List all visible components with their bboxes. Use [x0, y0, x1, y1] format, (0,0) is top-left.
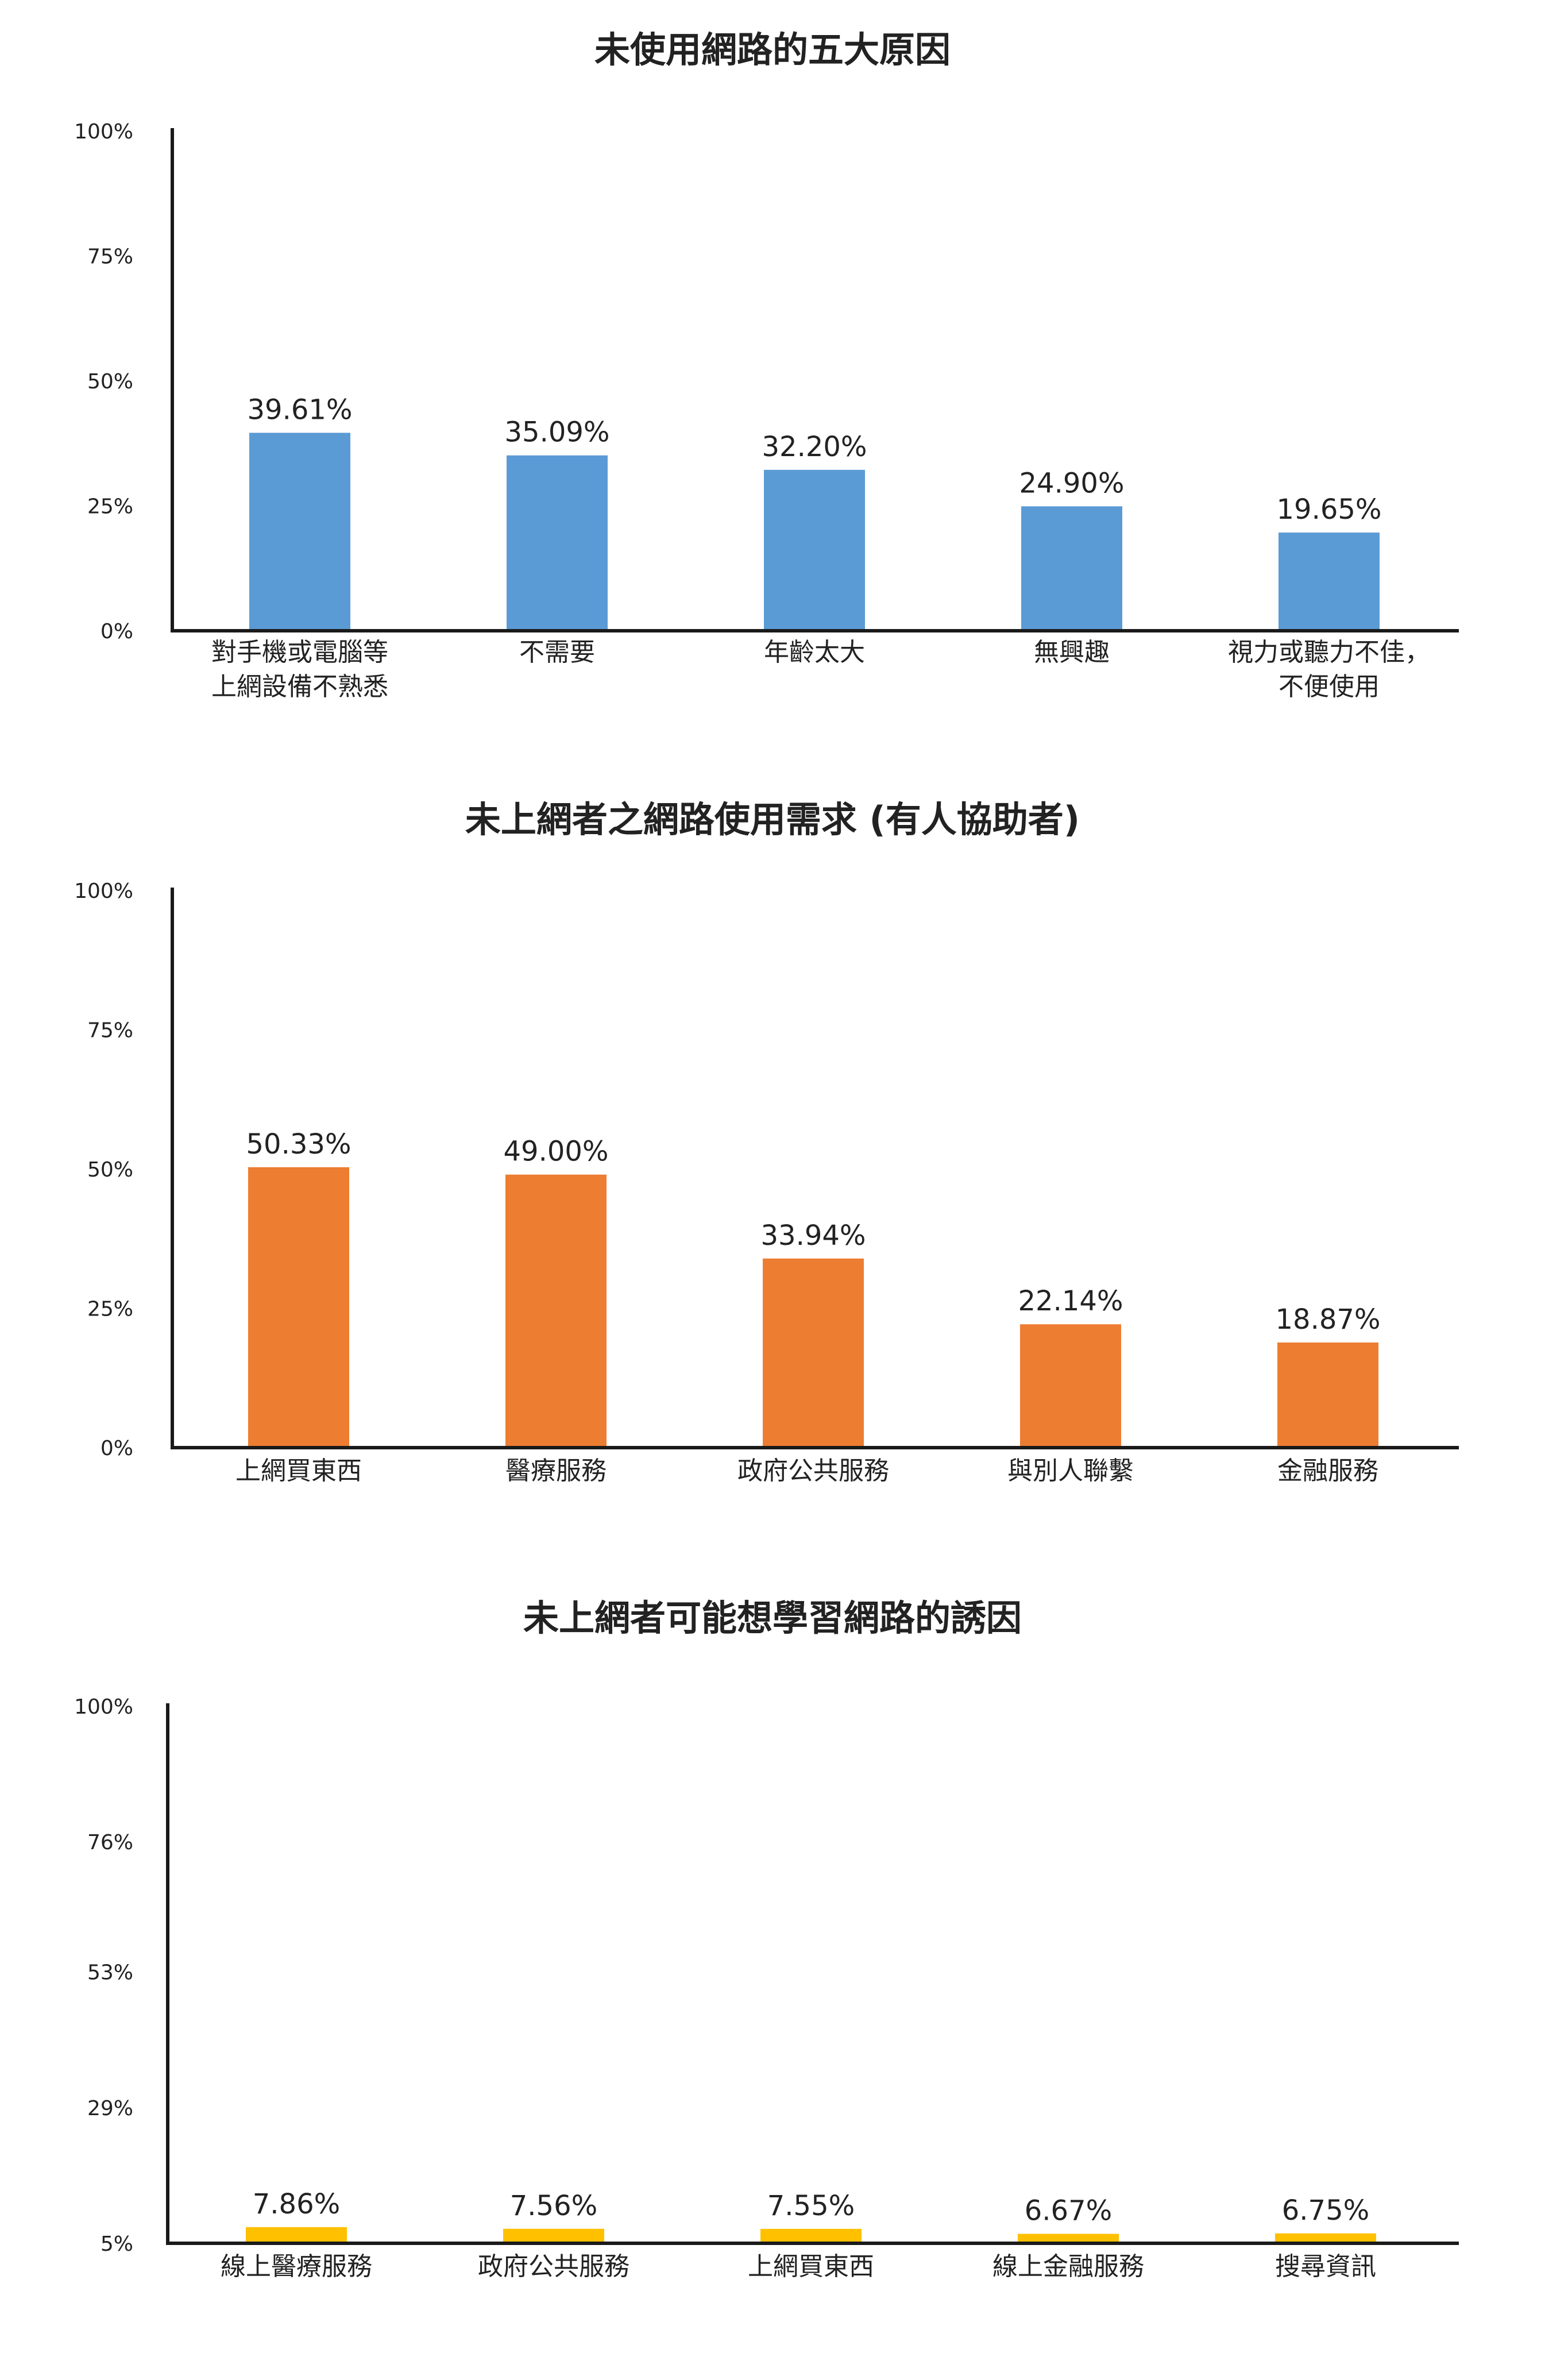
bar — [246, 2227, 347, 2243]
data-label: 7.55% — [767, 2190, 855, 2222]
y-tick-label: 0% — [101, 1437, 133, 1460]
bar — [503, 2228, 604, 2243]
bar — [505, 1174, 607, 1448]
chart-title: 未上網者可能想學習網路的誘因 — [523, 1597, 1022, 1639]
data-label: 33.94% — [760, 1220, 866, 1252]
y-tick-label: 75% — [87, 1019, 133, 1043]
x-tick-label: 無興趣 — [1034, 638, 1110, 667]
bar — [1021, 506, 1122, 631]
y-tick-label: 100% — [74, 880, 133, 903]
bar — [764, 469, 865, 631]
x-tick-label: 線上醫療服務 — [221, 2252, 372, 2281]
bar — [1275, 2233, 1376, 2243]
bar — [1277, 1342, 1378, 1448]
x-tick-label: 與別人聯繫 — [1007, 1456, 1134, 1486]
chart-title: 未使用網路的五大原因 — [594, 29, 951, 71]
x-tick-label: 上網設備不熟悉 — [211, 672, 388, 701]
x-tick-label: 線上金融服務 — [992, 2252, 1144, 2281]
y-tick-label: 50% — [87, 1158, 133, 1182]
y-tick-label: 100% — [74, 1695, 133, 1719]
x-tick-label: 不需要 — [519, 638, 595, 667]
y-tick-label: 0% — [101, 620, 133, 643]
data-label: 32.20% — [762, 431, 867, 463]
x-tick-label: 年齡太大 — [764, 638, 865, 667]
x-tick-label: 上網買東西 — [748, 2252, 874, 2281]
bar — [1020, 1324, 1121, 1448]
x-tick-label: 視力或聽力不佳， — [1228, 638, 1430, 667]
y-tick-label: 100% — [74, 120, 133, 144]
bar — [760, 2228, 862, 2243]
data-label: 6.67% — [1025, 2195, 1112, 2227]
x-tick-label: 醫療服務 — [505, 1456, 607, 1486]
chart-learning-incentives: 未上網者可能想學習網路的誘因 5% 29% 53% 76% 100% 7.86% 線上醫療服務… — [74, 1597, 1459, 2281]
y-tick-label: 76% — [87, 1831, 133, 1854]
data-label: 35.09% — [504, 416, 609, 449]
data-label: 49.00% — [503, 1136, 608, 1168]
y-tick-label: 29% — [87, 2097, 133, 2120]
x-tick-label: 金融服務 — [1277, 1456, 1378, 1486]
bar — [763, 1258, 864, 1448]
y-tick-label: 25% — [87, 495, 133, 519]
x-tick-label: 政府公共服務 — [737, 1456, 889, 1486]
bar — [507, 455, 608, 631]
x-tick-label: 政府公共服務 — [478, 2252, 629, 2281]
data-label: 7.86% — [253, 2188, 340, 2220]
bar — [249, 433, 350, 631]
y-tick-label: 75% — [87, 245, 133, 269]
data-label: 19.65% — [1276, 493, 1381, 526]
data-label: 50.33% — [246, 1128, 351, 1160]
data-label: 22.14% — [1018, 1285, 1123, 1317]
data-label: 6.75% — [1282, 2194, 1369, 2227]
x-tick-label: 對手機或電腦等 — [211, 638, 388, 667]
y-tick-label: 50% — [87, 370, 133, 394]
x-tick-label: 上網買東西 — [235, 1456, 362, 1486]
bar — [1018, 2234, 1119, 2243]
bar — [248, 1167, 349, 1448]
y-tick-label: 5% — [101, 2232, 133, 2256]
x-tick-label: 不便使用 — [1279, 672, 1380, 701]
x-tick-label: 搜尋資訊 — [1275, 2252, 1376, 2281]
chart-usage-needs: 未上網者之網路使用需求 (有人協助者) 0% 25% 50% 75% 100% 50.33%… — [74, 799, 1459, 1486]
chart-title: 未上網者之網路使用需求 (有人協助者) — [465, 799, 1080, 840]
chart-unused-reasons: 未使用網路的五大原因 0% 25% 50% 75% 100% 39.61% 對手機或電腦等上網… — [74, 29, 1459, 701]
data-label: 24.90% — [1019, 467, 1124, 499]
bar — [1279, 533, 1380, 631]
data-label: 18.87% — [1275, 1303, 1380, 1336]
data-label: 7.56% — [510, 2190, 597, 2222]
y-tick-label: 25% — [87, 1298, 133, 1321]
y-tick-label: 53% — [87, 1961, 133, 1985]
data-label: 39.61% — [247, 394, 352, 426]
